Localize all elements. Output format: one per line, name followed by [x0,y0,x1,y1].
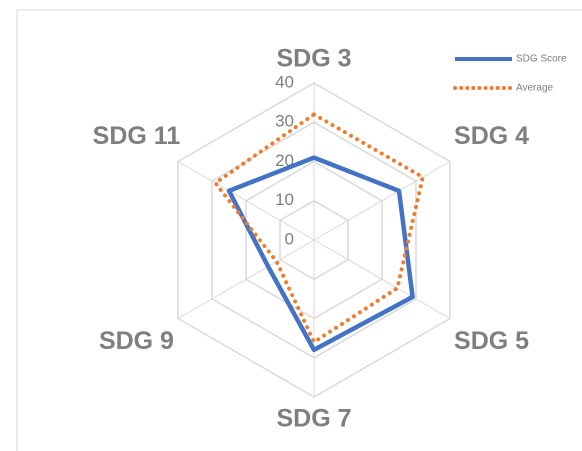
category-label: SDG 7 [276,405,351,433]
spoke [313,239,451,319]
legend-label: SDG Score [516,54,567,65]
category-label: SDG 11 [93,122,181,150]
category-label: SDG 3 [276,45,351,73]
category-label: SDG 9 [99,327,174,355]
series-line [226,155,415,353]
y-tick-label: 0 [285,229,294,248]
category-label: SDG 4 [454,122,529,150]
spoke [313,161,451,241]
category-label: SDG 5 [454,327,529,355]
y-tick-label: 10 [275,190,294,209]
legend-label: Average [516,83,554,94]
y-tick-label: 40 [275,72,294,91]
y-tick-label: 30 [275,112,294,131]
chart-border [16,9,582,451]
series-line [213,112,425,345]
spoke [177,161,315,241]
spoke [177,239,315,319]
